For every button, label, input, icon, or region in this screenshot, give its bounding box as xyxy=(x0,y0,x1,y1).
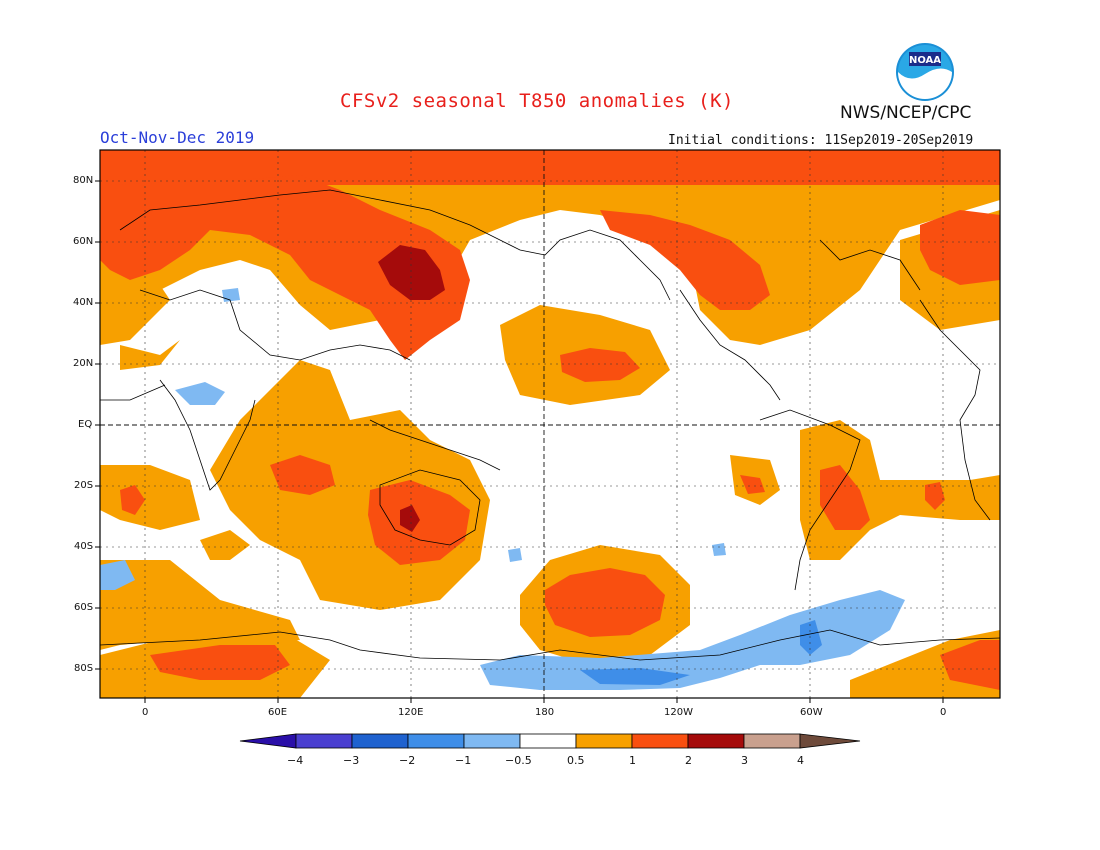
lat-label-20n: 20N xyxy=(73,358,94,369)
colorbar-label-05: 0.5 xyxy=(567,754,585,767)
colorbar xyxy=(239,733,861,749)
colorbar-label-m1: −1 xyxy=(455,754,472,767)
colorbar-label-m3: −3 xyxy=(343,754,360,767)
lon-label-60e: 60E xyxy=(268,707,288,718)
anomaly-mid-blue xyxy=(580,620,822,685)
lat-label-80n: 80N xyxy=(73,175,94,186)
lon-label-60w: 60W xyxy=(800,707,823,718)
noaa-logo-icon: NOAA xyxy=(896,43,954,101)
equator-dateline xyxy=(100,150,1000,698)
map-background xyxy=(100,150,1000,698)
lat-label-20s: 20S xyxy=(74,480,94,491)
colorbar-label-2: 2 xyxy=(685,754,692,767)
colorbar-label-4: 4 xyxy=(797,754,804,767)
colorbar-label-m2: −2 xyxy=(399,754,416,767)
colorbar-swatch-gt-4 xyxy=(799,733,861,749)
lon-label-120w: 120W xyxy=(664,707,693,718)
lon-label-180: 180 xyxy=(535,707,555,718)
lat-label-60s: 60S xyxy=(74,602,94,613)
lon-label-0-left: 0 xyxy=(142,707,149,718)
map-frame xyxy=(99,149,1001,699)
lat-label-eq: EQ xyxy=(78,419,93,430)
gridlines xyxy=(100,150,1000,698)
initial-conditions-label: Initial conditions: 11Sep2019-20Sep2019 xyxy=(668,133,974,148)
logo-text: NOAA xyxy=(909,55,941,66)
colorbar-label-1: 1 xyxy=(629,754,636,767)
colorbar-label-m05: −0.5 xyxy=(505,754,532,767)
lat-label-80s: 80S xyxy=(74,663,94,674)
lat-label-40n: 40N xyxy=(73,297,94,308)
lat-label-60n: 60N xyxy=(73,236,94,247)
colorbar-swatch-lt-4 xyxy=(239,733,297,749)
map-title: CFSv2 seasonal T850 anomalies (K) xyxy=(340,90,734,112)
coastlines xyxy=(100,189,1000,661)
colorbar-label-3: 3 xyxy=(741,754,748,767)
anomaly-light-blue xyxy=(100,288,905,690)
lon-label-120e: 120E xyxy=(398,707,424,718)
anomaly-dark-red xyxy=(378,245,445,532)
colorbar-label-m4: −4 xyxy=(287,754,304,767)
season-label: Oct-Nov-Dec 2019 xyxy=(100,128,255,147)
anomaly-light-orange xyxy=(100,150,1000,698)
agency-label: NWS/NCEP/CPC xyxy=(840,103,972,123)
lat-label-40s: 40S xyxy=(74,541,94,552)
anomaly-red-orange xyxy=(100,150,1000,690)
lon-label-0-right: 0 xyxy=(940,707,947,718)
axis-ticks xyxy=(95,180,944,703)
map-fields xyxy=(100,150,1000,698)
